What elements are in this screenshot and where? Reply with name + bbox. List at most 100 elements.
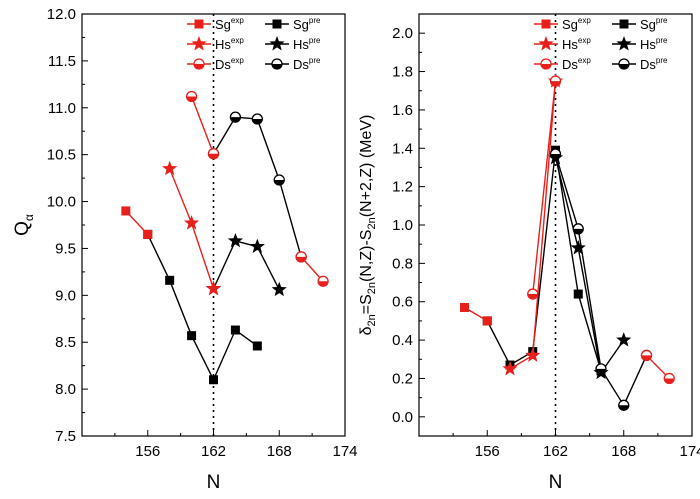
data-point-square	[482, 316, 492, 326]
data-point-circle	[618, 399, 630, 411]
legend-entry-hs-exp: Hsexp	[534, 36, 591, 52]
data-point-circle	[595, 363, 607, 375]
legend-label: Dspre	[293, 56, 321, 72]
series-line	[532, 81, 557, 295]
legend-label: Sgexp	[215, 16, 244, 32]
legend: Sgexp Sgpre Hsexp Hspre Dsexp Dspre	[187, 16, 321, 72]
legend-entry-ds-pre: Dspre	[612, 56, 668, 72]
legend-entry-ds-exp: Dsexp	[187, 56, 244, 72]
y-tick-label: 9.5	[55, 240, 76, 257]
y-tick-label: 2.0	[392, 25, 413, 42]
legend-entry-ds-exp: Dsexp	[534, 56, 591, 72]
data-point-square	[209, 375, 218, 385]
y-tick-label: 1.4	[392, 140, 413, 157]
data-point-circle	[572, 223, 584, 235]
y-tick-label: 12.0	[47, 6, 76, 23]
y-axis-label: δ2n=S2n(N,Z)-S2n(N+2,Z) (MeV)	[358, 115, 378, 336]
data-point-circle	[549, 148, 562, 160]
x-tick-label: 168	[267, 443, 292, 460]
y-tick-label: 0.6	[392, 294, 413, 311]
data-point-circle	[527, 288, 539, 300]
series-ds-exp	[527, 75, 675, 385]
data-point-star	[205, 280, 222, 296]
left-panel-qalpha: 156 162 168 174 7.5 8.0 8.5 9.0 9.5 10.0 10.5 11.0 1…	[12, 6, 358, 493]
x-tick-label: 168	[611, 443, 636, 460]
series-line	[554, 157, 625, 375]
y-tick-label: 0.8	[392, 255, 413, 272]
legend: Sgexp Sgpre Hsexp Hspre Dsexp Dspre	[534, 16, 668, 72]
data-point-square	[121, 206, 131, 216]
data-point-circle	[229, 111, 242, 123]
data-point-circle	[251, 113, 263, 125]
x-tick-label: 162	[543, 443, 568, 460]
y-tick-label: 1.6	[392, 102, 413, 119]
legend-label: Sgpre	[293, 16, 321, 32]
y-tick-label: 9.0	[55, 287, 76, 304]
legend-entry-hs-pre: Hspre	[612, 36, 668, 52]
legend-entry-hs-exp: Hsexp	[187, 36, 244, 52]
x-axis-label: N	[549, 472, 563, 493]
legend-entry-sg-exp: Sgexp	[187, 16, 244, 32]
legend-label: Sgpre	[640, 16, 668, 32]
legend-entry-hs-pre: Hspre	[265, 36, 321, 52]
legend-marker-square	[194, 19, 204, 29]
legend-marker-square	[619, 19, 629, 29]
legend-label: Hspre	[640, 36, 668, 52]
legend-marker-circle	[540, 58, 552, 70]
data-point-star	[616, 332, 632, 347]
y-tick-label: 1.2	[392, 179, 413, 196]
legend-marker-circle	[271, 58, 283, 70]
series-hs-exp	[162, 160, 222, 296]
y-tick-label: 8.0	[55, 381, 76, 398]
legend-marker-star	[616, 36, 632, 51]
x-tick-label: 156	[475, 443, 500, 460]
legend-label: Sgexp	[562, 16, 591, 32]
legend-marker-circle	[618, 58, 630, 70]
data-point-circle	[640, 349, 653, 362]
legend-marker-star	[538, 36, 554, 51]
legend-entry-sg-exp: Sgexp	[534, 16, 591, 32]
data-point-square	[460, 302, 469, 312]
data-point-circle	[317, 275, 329, 287]
y-tick-label: 0.4	[392, 332, 413, 349]
series-sg-exp	[460, 302, 492, 326]
x-tick-label: 174	[332, 443, 357, 460]
series-ds-exp	[185, 90, 329, 287]
legend-entry-sg-pre: Sgpre	[612, 16, 668, 32]
legend-label: Hsexp	[215, 36, 244, 52]
data-point-star	[227, 232, 244, 248]
right-panel-delta2n: 156 162 168 174 0.0 0.2 0.4 0.6 0.8 1.0 1.2 1.4 1.6 1…	[358, 13, 700, 493]
y-tick-label: 7.5	[55, 428, 76, 445]
legend-label: Dspre	[640, 56, 668, 72]
legend-entry-sg-pre: Sgpre	[265, 16, 321, 32]
data-point-star	[525, 347, 541, 362]
y-tick-label: 0.0	[392, 409, 413, 426]
series-line	[212, 240, 280, 291]
legend-marker-square	[541, 19, 551, 29]
y-tick-label: 1.8	[392, 64, 413, 81]
data-point-square	[187, 331, 197, 341]
series-line	[190, 96, 215, 154]
data-point-circle	[185, 90, 198, 103]
y-tick-label: 0.2	[392, 370, 413, 387]
data-point-circle	[549, 75, 562, 87]
y-tick-label: 1.0	[392, 217, 413, 234]
data-point-circle	[207, 148, 220, 160]
y-tick-label: 10.0	[47, 194, 76, 211]
legend-marker-star	[191, 36, 207, 51]
legend-label: Dsexp	[215, 56, 244, 72]
legend-label: Hsexp	[562, 36, 591, 52]
legend-marker-circle	[193, 58, 205, 70]
y-tick-label: 11.5	[48, 53, 76, 70]
data-point-square	[143, 229, 153, 239]
y-tick-label: 8.5	[55, 334, 76, 351]
x-tick-label: 156	[135, 443, 160, 460]
data-point-circle	[295, 251, 307, 263]
data-point-square	[165, 275, 175, 285]
y-tick-label: 11.0	[48, 100, 76, 117]
series-sg-exp	[121, 206, 153, 239]
y-tick-label: 10.5	[47, 147, 76, 164]
data-point-circle	[273, 174, 285, 186]
x-axis-label: N	[207, 472, 221, 493]
